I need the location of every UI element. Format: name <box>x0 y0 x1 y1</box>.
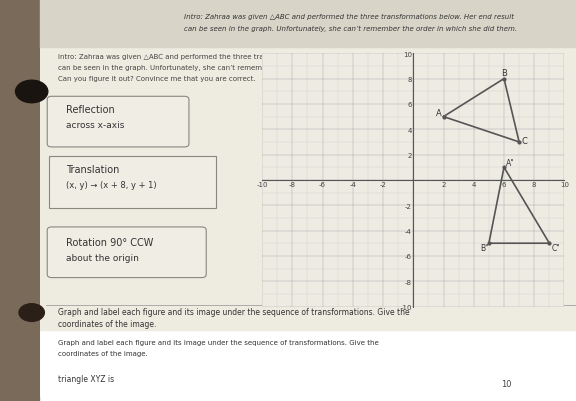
Text: (x, y) → (x + 8, y + 1): (x, y) → (x + 8, y + 1) <box>66 180 157 189</box>
Text: Intro: Zahraa was given △ABC and performed the three transformations below. Her : Intro: Zahraa was given △ABC and perform… <box>58 54 385 60</box>
Text: Intro: Zahraa was given △ABC and performed the three transformations below. Her : Intro: Zahraa was given △ABC and perform… <box>184 14 514 20</box>
Bar <box>0 0 52 401</box>
Text: A: A <box>436 109 442 118</box>
Text: Translation: Translation <box>66 164 120 174</box>
Text: 10: 10 <box>501 379 511 388</box>
Text: B": B" <box>480 243 488 252</box>
Bar <box>40 331 576 401</box>
Text: across x-axis: across x-axis <box>66 120 124 129</box>
Text: Graph and label each figure and its image under the sequence of transformations.: Graph and label each figure and its imag… <box>58 307 409 316</box>
Text: can be seen in the graph. Unfortunately, she can’t remember the order in which s: can be seen in the graph. Unfortunately,… <box>184 26 517 32</box>
Text: can be seen in the graph. Unfortunately, she can’t remember the order in which s: can be seen in the graph. Unfortunately,… <box>58 65 389 71</box>
Text: A": A" <box>506 158 514 167</box>
FancyBboxPatch shape <box>49 156 216 209</box>
Bar <box>40 0 576 48</box>
Text: C": C" <box>552 243 560 252</box>
Text: Can you figure it out? Convince me that you are correct.: Can you figure it out? Convince me that … <box>58 76 255 82</box>
Text: coordinates of the image.: coordinates of the image. <box>58 319 156 328</box>
Text: B: B <box>501 69 507 78</box>
Text: Reflection: Reflection <box>66 105 115 115</box>
Text: Rotation 90° CCW: Rotation 90° CCW <box>66 237 154 247</box>
FancyBboxPatch shape <box>47 97 189 148</box>
FancyBboxPatch shape <box>47 227 206 278</box>
Text: coordinates of the image.: coordinates of the image. <box>58 350 147 356</box>
Text: triangle XYZ is: triangle XYZ is <box>58 374 113 383</box>
Circle shape <box>19 304 44 322</box>
Text: about the origin: about the origin <box>66 253 139 262</box>
Text: Graph and label each figure and its image under the sequence of transformations.: Graph and label each figure and its imag… <box>58 339 378 345</box>
Circle shape <box>16 81 48 103</box>
Text: C: C <box>521 137 527 146</box>
